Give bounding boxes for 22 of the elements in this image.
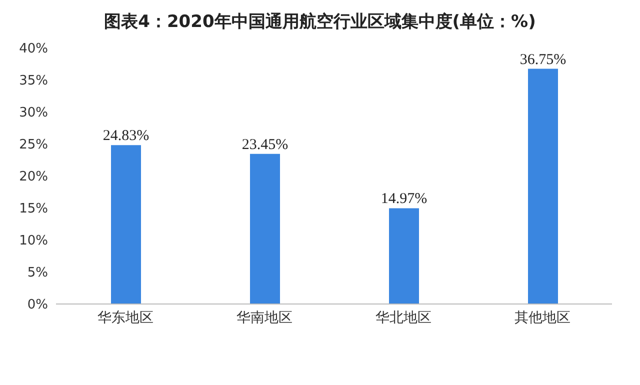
bar xyxy=(528,68,558,304)
y-tick-label: 30% xyxy=(19,106,48,121)
x-tick-label: 华南地区 xyxy=(236,310,292,326)
y-tick-label: 5% xyxy=(27,266,48,281)
y-tick-label: 15% xyxy=(19,202,48,217)
y-tick-label: 20% xyxy=(19,170,48,185)
y-tick-label: 0% xyxy=(27,298,48,313)
y-tick-label: 25% xyxy=(19,138,48,153)
y-tick-label: 40% xyxy=(19,42,48,57)
bar xyxy=(111,145,141,304)
data-label: 23.45% xyxy=(242,136,288,153)
data-label: 24.83% xyxy=(102,128,150,144)
chart-title: 图表4：2020年中国通用航空行业区域集中度(单位：%) xyxy=(103,11,537,34)
y-tick-label: 10% xyxy=(19,234,48,249)
x-tick-label: 华东地区 xyxy=(98,310,154,326)
x-tick-label: 华北地区 xyxy=(376,310,432,326)
data-label: 36.75% xyxy=(520,52,566,68)
data-label: 14.97% xyxy=(380,191,428,208)
bar xyxy=(250,154,280,304)
x-tick-label: 其他地区 xyxy=(514,310,570,326)
y-tick-label: 35% xyxy=(19,74,48,89)
bar xyxy=(389,208,419,304)
